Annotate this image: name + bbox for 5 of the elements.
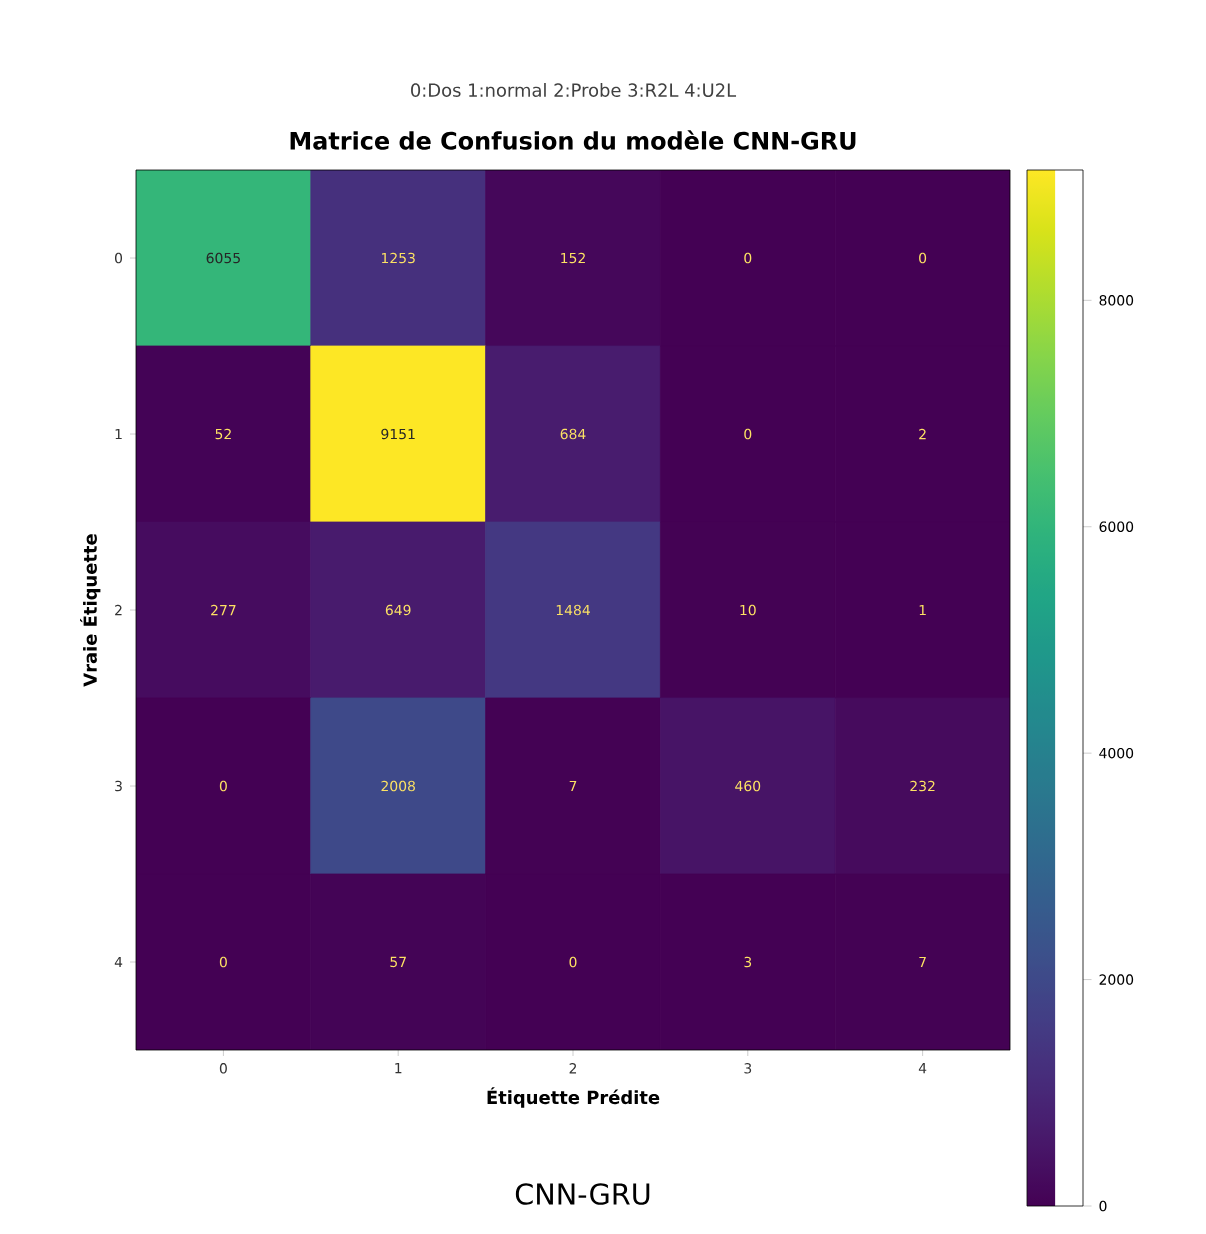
chart-title: Matrice de Confusion du modèle CNN-GRU <box>290 130 856 150</box>
y-axis-title: Vraie Étiquette <box>80 534 101 687</box>
chart-subtitle: 0:Dos 1:normal 2:Probe 3:R2L 4:U2L <box>411 83 737 97</box>
text: CNN-GRU <box>515 1183 650 1205</box>
x-axis-title: Étiquette Prédite <box>487 1087 660 1108</box>
